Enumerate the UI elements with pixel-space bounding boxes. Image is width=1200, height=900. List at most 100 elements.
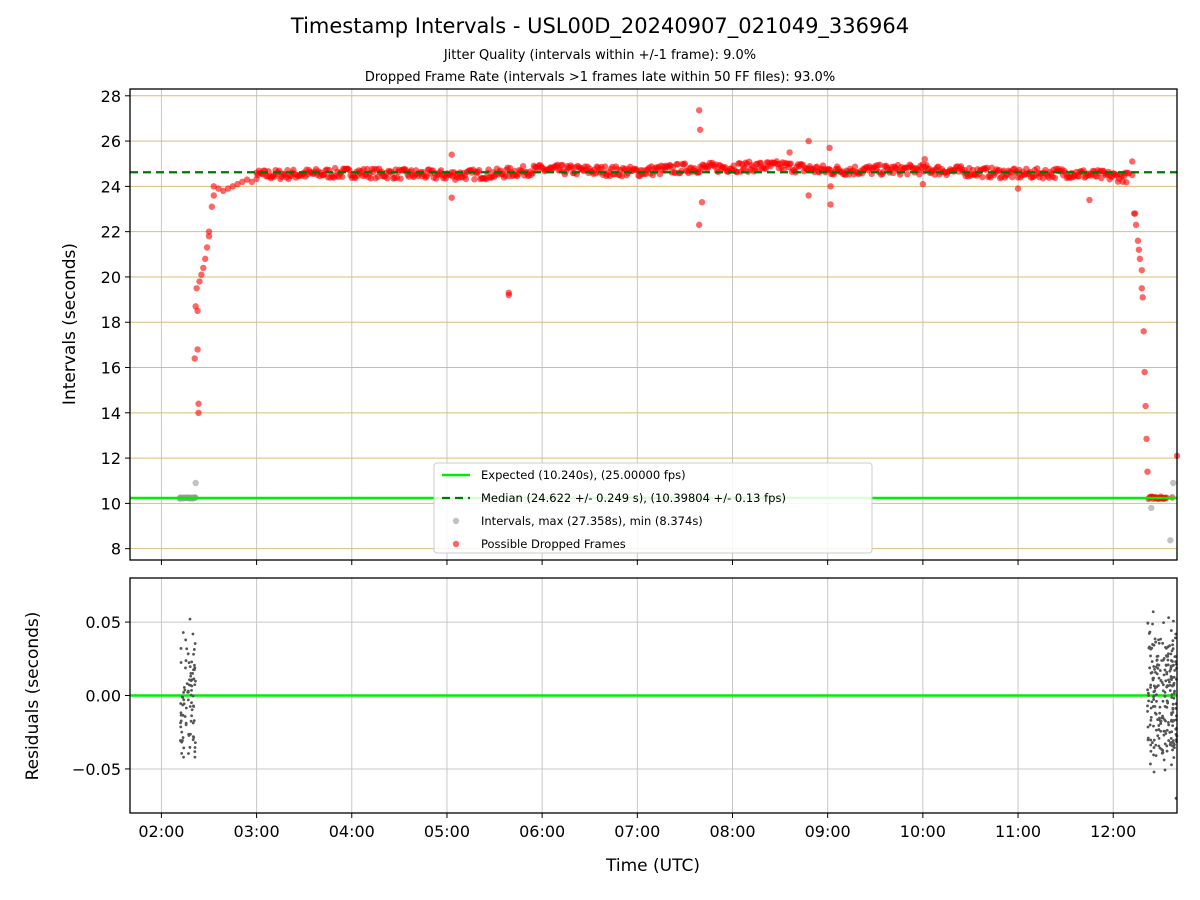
dropped-frame-point <box>196 278 203 285</box>
dropped-frame-point <box>827 201 834 208</box>
residual-point <box>1167 723 1171 727</box>
residual-point <box>1158 705 1162 709</box>
dropped-frame-point <box>397 175 404 182</box>
residual-point <box>184 638 188 642</box>
dropped-frame-point <box>205 228 213 235</box>
residual-point <box>1148 630 1152 634</box>
residual-point <box>1146 621 1150 625</box>
residual-point <box>1149 647 1153 651</box>
residual-point <box>186 689 190 693</box>
residual-point <box>1172 681 1176 685</box>
residual-point <box>1157 736 1161 740</box>
legend-dropped-label: Possible Dropped Frames <box>481 537 626 551</box>
dropped-frame-point <box>462 175 470 183</box>
residual-point <box>187 752 190 755</box>
residual-point <box>193 746 197 749</box>
residual-point <box>180 740 184 744</box>
axis-ticks-and-labels: 02:00 03:00 04:00 05:00 06:00 07:00 08:00 09:00… <box>72 87 1136 841</box>
dropped-frame-point <box>253 169 260 176</box>
top-y-tick-label: 24 <box>101 177 121 196</box>
dropped-frame-point <box>786 149 793 156</box>
residual-point <box>1152 770 1156 774</box>
jitter-quality-subtitle: Jitter Quality (intervals within +/-1 fr… <box>443 48 757 63</box>
dropped-frame-point <box>224 185 232 192</box>
dropped-frame-point <box>193 285 200 292</box>
residual-point <box>1148 723 1152 727</box>
dropped-frame-point <box>601 163 609 170</box>
residual-point <box>189 671 193 675</box>
residual-point <box>1149 749 1153 753</box>
dropped-frame-point <box>1129 158 1136 165</box>
residual-point <box>1166 684 1170 688</box>
dropped-frame-point <box>851 163 859 170</box>
residual-point <box>1162 673 1166 677</box>
residual-point <box>1166 701 1170 705</box>
bottom-y-tick-label: 0.00 <box>85 687 121 706</box>
x-axis-label: Time (UTC) <box>605 856 700 876</box>
dropped-frame-point <box>229 183 236 190</box>
dropped-frame-point <box>448 194 455 201</box>
dropped-frame-point <box>805 137 812 145</box>
residual-point <box>1163 742 1167 746</box>
residual-point <box>1158 719 1162 722</box>
residual-point <box>1163 768 1167 772</box>
residual-point <box>1161 641 1165 645</box>
residual-point <box>187 732 191 736</box>
residual-point <box>1165 672 1169 676</box>
residual-point <box>190 688 193 692</box>
residual-point <box>1166 721 1170 724</box>
residual-point <box>1151 622 1154 626</box>
residual-point <box>1157 676 1161 680</box>
residual-point <box>1151 676 1155 680</box>
residual-point <box>184 723 188 727</box>
dropped-frame-point <box>1014 185 1022 192</box>
residual-point <box>1146 688 1149 692</box>
residual-point <box>179 647 183 650</box>
bottom-y-axis-label: Residuals (seconds) <box>23 612 43 781</box>
residual-point <box>182 685 186 689</box>
residual-point <box>1163 668 1167 672</box>
x-tick-label: 07:00 <box>614 822 660 841</box>
residual-point <box>1173 669 1177 672</box>
residual-point <box>190 714 194 718</box>
dropped-frame-point <box>198 271 205 278</box>
dropped-frame-point <box>339 173 346 180</box>
dropped-frame-point <box>384 174 391 182</box>
residual-point <box>1152 738 1156 742</box>
residual-point <box>189 693 193 697</box>
dropped-frame-point <box>367 175 375 182</box>
residual-point <box>1153 668 1156 671</box>
residual-point <box>1171 660 1174 663</box>
x-tick-label: 02:00 <box>138 822 184 841</box>
residual-point <box>193 741 197 745</box>
residual-point <box>1161 749 1165 752</box>
top-y-tick-label: 10 <box>101 494 121 513</box>
residual-point <box>1159 722 1163 725</box>
residual-point <box>1155 699 1158 703</box>
residual-point <box>1159 679 1163 682</box>
residual-point <box>179 702 183 705</box>
top-y-tick-label: 8 <box>111 540 121 559</box>
residual-point <box>1154 640 1158 644</box>
dropped-frame-point <box>880 168 887 176</box>
residual-point <box>1155 672 1159 676</box>
residual-point <box>1165 728 1169 732</box>
dropped-frame-point <box>220 187 227 195</box>
residual-point <box>179 719 183 723</box>
residual-point <box>1170 678 1173 681</box>
residual-point <box>1149 718 1153 722</box>
residual-point <box>1163 694 1167 698</box>
residual-point <box>192 677 196 681</box>
residual-point <box>1168 689 1172 692</box>
residual-point <box>1165 647 1168 650</box>
residual-point <box>1156 654 1160 658</box>
residual-point <box>1157 728 1161 731</box>
dropped-frame-point <box>194 346 201 353</box>
residual-point <box>1164 732 1168 735</box>
residual-point <box>1173 636 1177 640</box>
residual-point <box>1151 610 1155 614</box>
dropped-frame-point <box>674 160 681 168</box>
residual-point <box>1149 683 1153 687</box>
interval-point <box>1148 504 1155 512</box>
